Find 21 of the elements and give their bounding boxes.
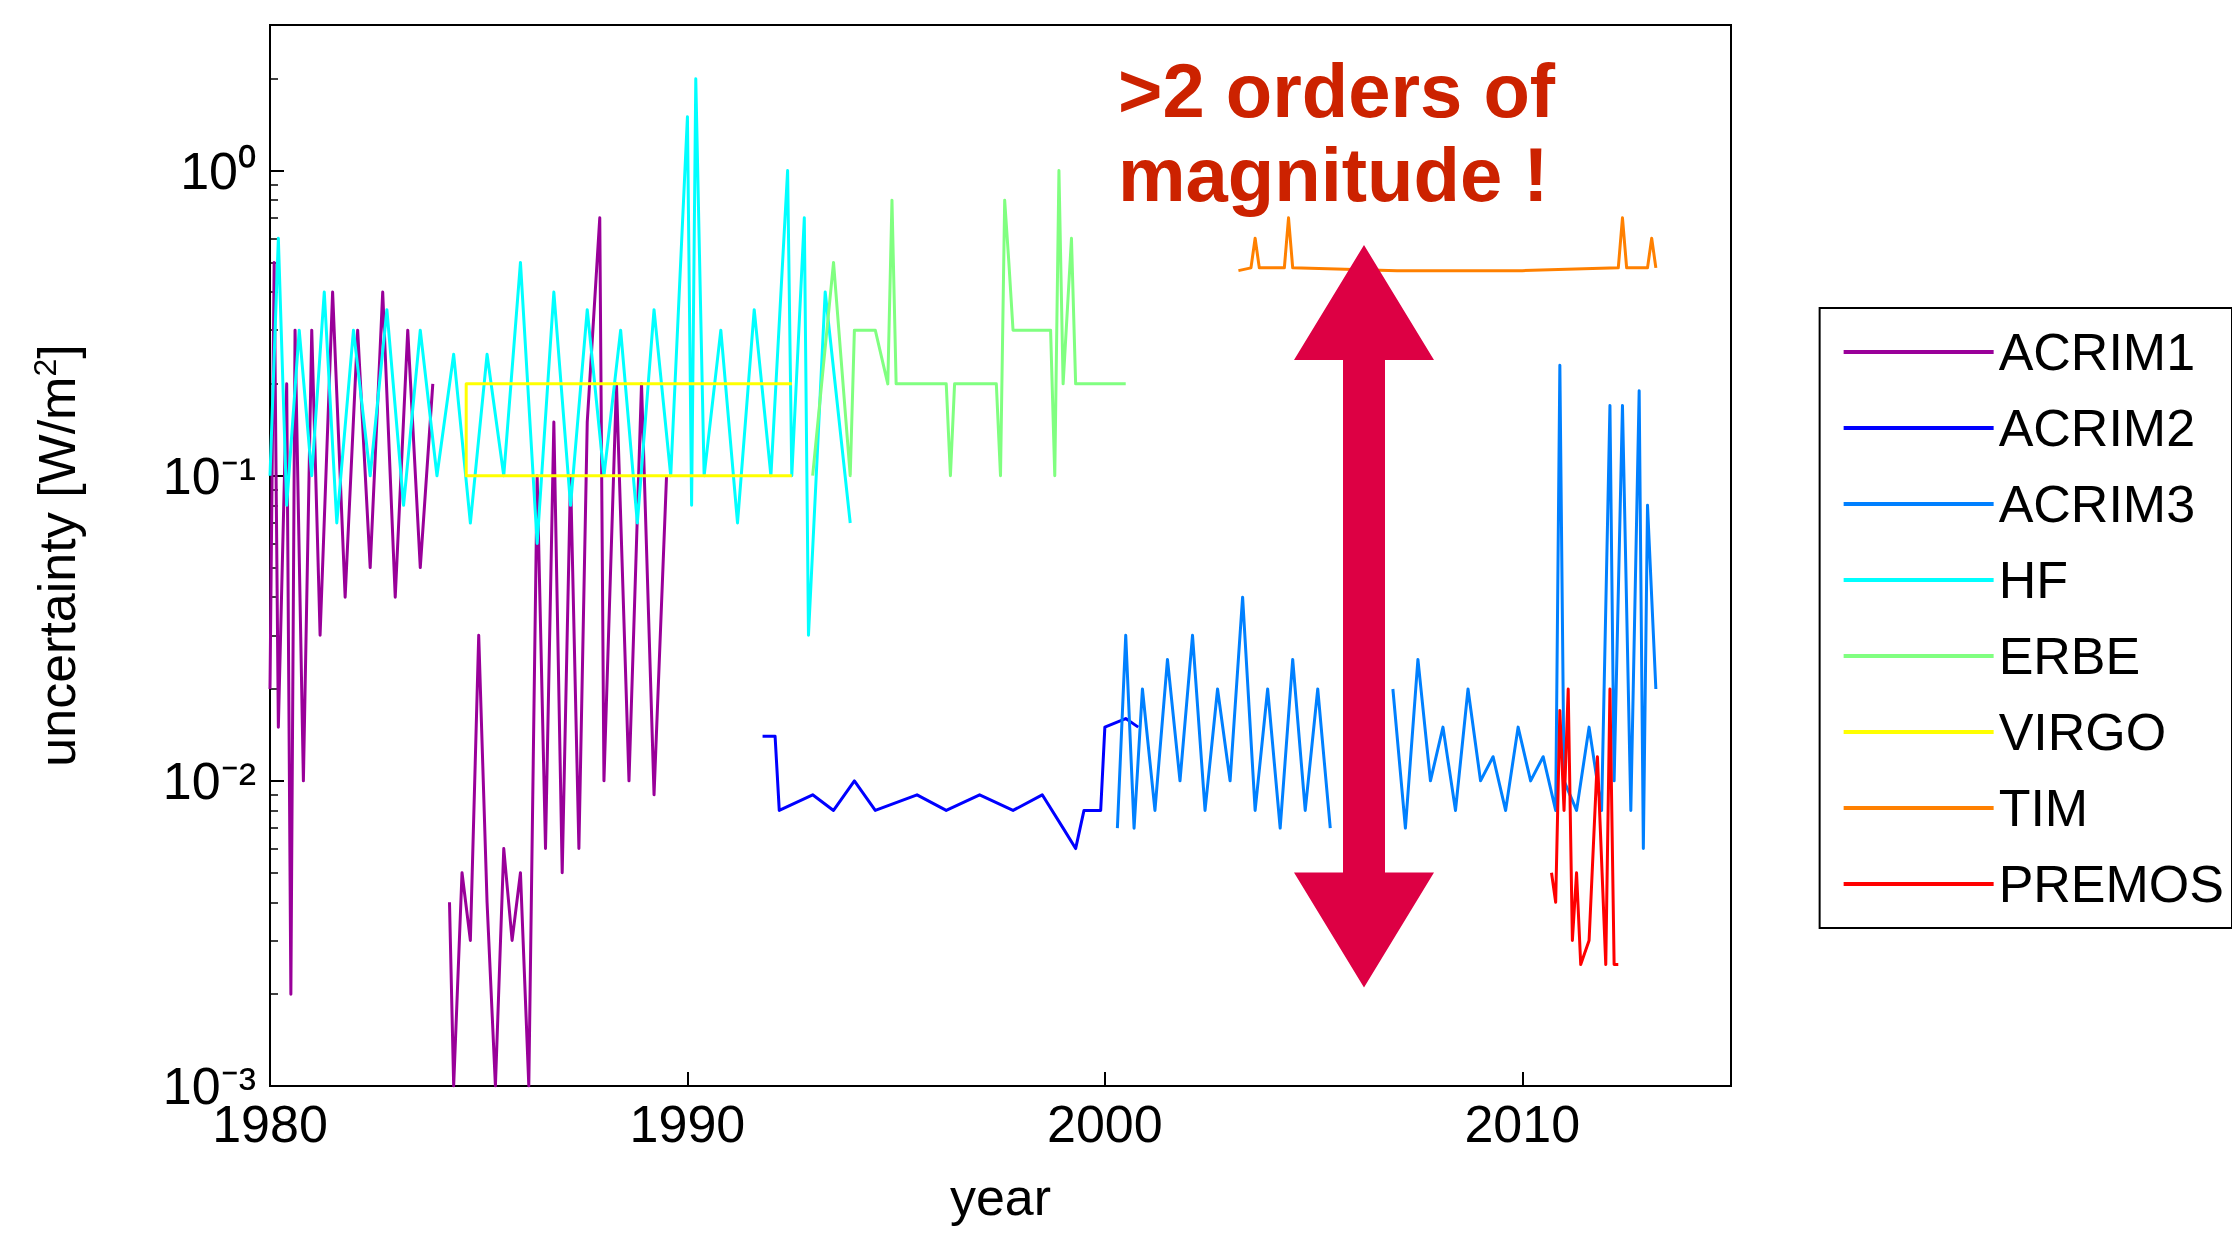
x-tick-label: 1990 <box>629 1095 746 1153</box>
line-series <box>268 77 852 637</box>
line-series <box>1236 216 1658 273</box>
line-series <box>1550 687 1620 967</box>
legend-label: ACRIM2 <box>1998 399 2196 457</box>
legend-label: VIRGO <box>1998 703 2167 761</box>
y-tick-label: 10⁻² <box>162 751 256 810</box>
y-tick-label: 10⁻¹ <box>162 446 256 505</box>
legend-label: HF <box>1998 551 2068 609</box>
x-axis-title: year <box>949 1168 1052 1226</box>
annotation: >2 orders of magnitude ! <box>1118 47 1577 217</box>
legend-label: PREMOS <box>1998 855 2225 913</box>
legend-label: ERBE <box>1998 627 2141 685</box>
legend-label: ACRIM3 <box>1998 475 2196 533</box>
line-series <box>761 717 1140 851</box>
x-tick-label: 2010 <box>1464 1095 1581 1153</box>
legend-label: TIM <box>1998 779 2089 837</box>
legend-label: ACRIM1 <box>1998 323 2196 381</box>
x-tick-label: 2000 <box>1047 1095 1163 1153</box>
y-tick-label: 10⁰ <box>180 141 256 200</box>
y-axis-title: uncertainty [W/m2] <box>27 344 86 767</box>
